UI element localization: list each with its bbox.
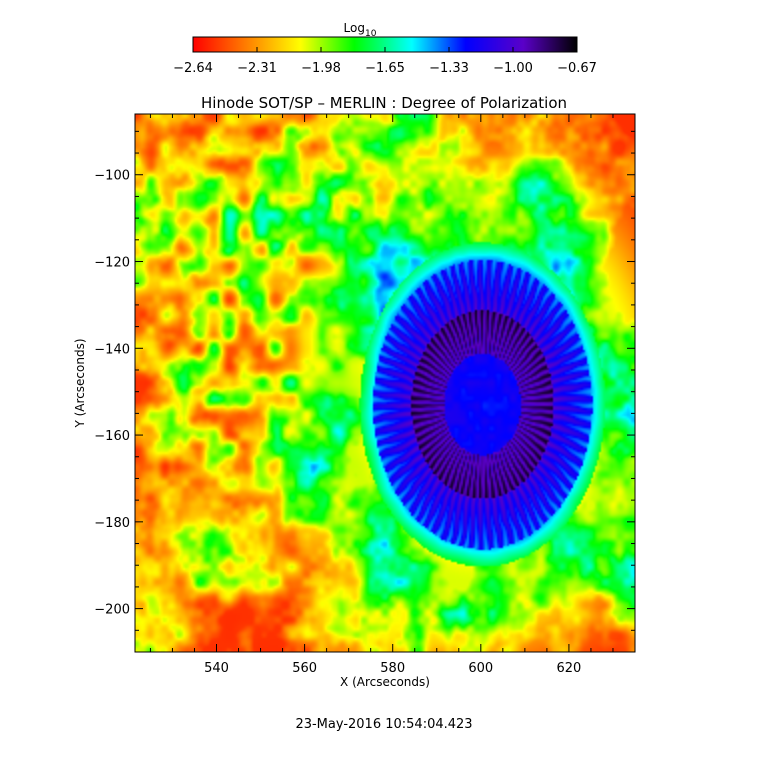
chart-title: Hinode SOT/SP – MERLIN : Degree of Polar… <box>201 94 567 112</box>
y-tick-label: −120 <box>94 256 130 271</box>
y-axis-label: Y (Arcseconds) <box>73 338 87 428</box>
colorbar-tick-label: −1.00 <box>493 61 533 76</box>
observation-timestamp: 23-May-2016 10:54:04.423 <box>295 717 472 732</box>
x-tick-label: 580 <box>380 661 405 676</box>
y-tick-label: −200 <box>94 603 130 618</box>
x-axis: 540 560 580 600 620 <box>149 114 636 676</box>
colorbar: Log10 −2.64 −2.31 −1.98 −1.65 −1.33 −1.00 −0.6… <box>173 21 597 76</box>
colorbar-tick-label: −1.65 <box>365 61 405 76</box>
y-axis: −100 −120 −140 −160 −180 −200 <box>94 130 635 653</box>
colorbar-label: Log10 <box>344 21 377 39</box>
colorbar-tick-label: −1.98 <box>301 61 341 76</box>
plot-frame <box>134 113 636 653</box>
x-axis-label: X (Arcseconds) <box>340 675 430 689</box>
colorbar-tick-label: −2.64 <box>173 61 213 76</box>
colorbar-tick-label: −0.67 <box>557 61 597 76</box>
y-tick-label: −100 <box>94 169 130 184</box>
x-tick-label: 540 <box>204 661 229 676</box>
x-tick-label: 620 <box>557 661 582 676</box>
y-tick-label: −140 <box>94 342 130 357</box>
colorbar-tick-label: −2.31 <box>237 61 277 76</box>
x-tick-label: 600 <box>468 661 493 676</box>
y-tick-label: −160 <box>94 429 130 444</box>
heatmap-image <box>135 114 635 652</box>
x-tick-label: 560 <box>292 661 317 676</box>
y-tick-label: −180 <box>94 516 130 531</box>
colorbar-tick-label: −1.33 <box>429 61 469 76</box>
